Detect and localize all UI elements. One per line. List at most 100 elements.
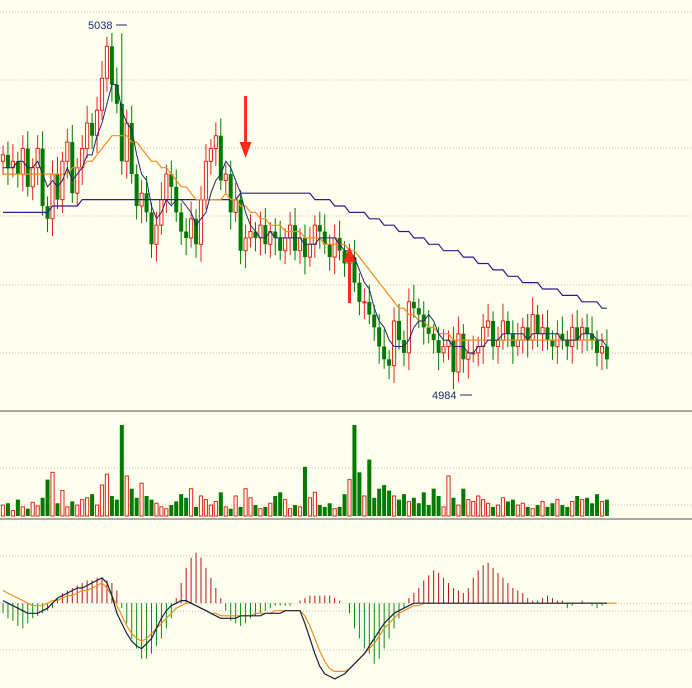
candlestick — [194, 209, 199, 258]
candlestick — [431, 324, 436, 354]
volume-bar-up — [391, 495, 397, 517]
candle-body-up — [35, 148, 40, 169]
candle-body-down — [436, 340, 441, 353]
volume-bar-up — [0, 504, 6, 517]
volume-bar-down — [317, 505, 322, 516]
candle-body-down — [595, 340, 599, 353]
candle-body-down — [431, 333, 436, 341]
volume-bar-down — [461, 488, 466, 516]
volume-bar-down — [70, 501, 75, 516]
volume-bar-down — [357, 472, 362, 516]
volume-bar-up — [94, 504, 100, 517]
candle-body-down — [565, 340, 570, 347]
candlestick — [397, 303, 401, 350]
volume-bar-down — [129, 488, 134, 516]
price-panel: 5038 4984 — [0, 11, 692, 402]
candle-body-up — [481, 326, 486, 348]
candlestick — [85, 105, 90, 159]
volume-bar-down — [55, 503, 60, 516]
volume-bar-down — [218, 492, 223, 516]
volume-bar-down — [451, 497, 456, 516]
volume-bar-down — [273, 495, 278, 516]
volume-bar-up — [80, 499, 85, 517]
candlestick — [302, 224, 307, 275]
volume-bar-up — [580, 499, 585, 517]
candlestick — [342, 241, 347, 277]
candle-body-down — [416, 308, 421, 315]
candle-body-down — [342, 250, 347, 264]
candle-body-up — [362, 301, 367, 304]
candle-body-up — [570, 326, 575, 348]
candle-body-up — [0, 154, 6, 162]
candle-body-down — [40, 148, 45, 206]
volume-bar-up — [486, 502, 491, 517]
candle-body-up — [486, 320, 491, 328]
volume-bar-down — [119, 425, 124, 516]
candle-body-up — [441, 346, 446, 354]
volume-bar-up — [476, 495, 481, 517]
low-annotation: 4984 — [432, 390, 472, 402]
volume-panel — [0, 425, 692, 517]
candlestick — [149, 202, 154, 258]
volume-bar-down — [194, 506, 199, 516]
candle-body-up — [189, 218, 194, 239]
volume-bar-up — [20, 506, 25, 517]
candle-body-down — [426, 327, 431, 334]
candlestick — [382, 329, 387, 369]
volume-bar-up — [332, 508, 337, 517]
volume-bar-up — [500, 497, 506, 517]
candlestick — [416, 298, 421, 328]
candle-body-down — [560, 333, 565, 341]
volume-bar-up — [520, 502, 525, 517]
candle-body-up — [30, 167, 35, 188]
candlestick — [243, 224, 248, 268]
candlestick — [119, 33, 124, 175]
volume-bar-down — [278, 492, 283, 516]
candlestick — [179, 202, 184, 245]
candlestick — [585, 313, 590, 351]
candle-body-down — [411, 301, 416, 309]
low-price-label: 4984 — [432, 390, 456, 402]
candle-body-up — [85, 122, 90, 150]
volume-bar-up — [248, 497, 253, 517]
candlestick — [99, 61, 105, 120]
candle-body-down — [367, 301, 372, 315]
candlestick — [228, 160, 233, 230]
candlestick — [575, 310, 580, 350]
volume-bar-down — [510, 499, 515, 516]
candle-body-down — [550, 340, 555, 347]
candle-body-down — [278, 237, 283, 251]
volume-bar-up — [164, 508, 169, 517]
candle-body-up — [104, 45, 110, 79]
volume-bar-up — [159, 506, 164, 517]
candle-body-down — [129, 122, 134, 175]
candle-body-down — [525, 327, 530, 341]
candlestick — [90, 113, 95, 150]
volume-bar-down — [401, 494, 406, 516]
candle-body-up — [500, 320, 506, 341]
candlestick — [486, 303, 491, 337]
volume-bar-up — [456, 504, 461, 517]
volume-bar-up — [446, 475, 451, 517]
candlestick — [560, 316, 565, 350]
candle-body-down — [273, 231, 278, 238]
candlestick — [109, 32, 114, 102]
candlestick — [15, 151, 20, 188]
volume-bar-up — [243, 488, 248, 517]
volume-bar-down — [377, 488, 382, 516]
volume-bar-down — [40, 497, 45, 516]
candle-body-down — [134, 174, 139, 206]
volume-bar-down — [174, 501, 179, 516]
candle-body-up — [406, 301, 411, 354]
volume-bar-down — [585, 497, 590, 516]
candlestick — [104, 36, 110, 92]
candlestick — [184, 218, 189, 256]
candle-body-down — [317, 225, 322, 232]
volume-bar-up — [189, 488, 194, 517]
candle-body-down — [327, 244, 332, 258]
candlestick — [317, 211, 322, 249]
candle-body-up — [307, 243, 312, 258]
volume-bar-up — [104, 473, 110, 517]
candle-body-down — [387, 359, 392, 366]
candlestick — [114, 67, 119, 114]
